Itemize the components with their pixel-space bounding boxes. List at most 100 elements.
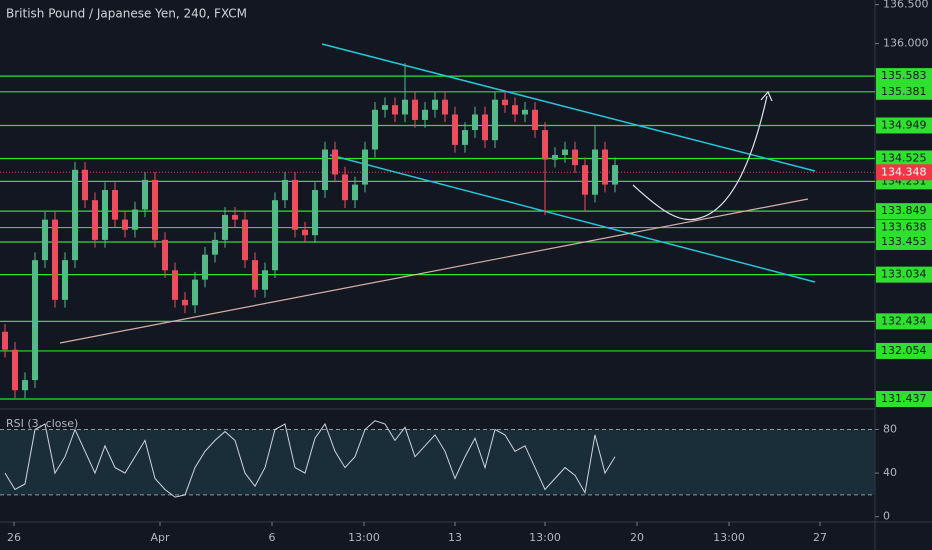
candle-body [52,219,58,300]
candle-body [152,179,158,240]
level-label-bg [876,313,932,330]
candle-body [132,209,138,230]
x-tick-label: 6 [269,531,276,544]
candle-body [452,114,458,145]
candle-body [2,331,8,350]
rsi-y-tick-label: 40 [883,466,897,479]
candle-body [252,260,258,290]
projection-curve [632,95,768,221]
candle-body [342,174,348,201]
levels [0,4,879,526]
trend-line [59,198,809,344]
candle-body [172,270,178,300]
x-tick-label: 13:00 [348,531,380,544]
drawings [59,43,816,344]
candle-body [572,149,578,166]
labels: 136.500 136.000 135.583 135.381 134.949 134.5… [7,0,932,544]
last-price-label: 134.348 [881,165,927,178]
candle-body [202,254,208,280]
level-label-bg [876,342,932,359]
rsi-pane [0,420,879,518]
level-label-bg [876,203,932,220]
candle-body [212,239,218,255]
candle-body [472,114,478,131]
x-tick-label: 27 [813,531,827,544]
x-tick-label: Apr [150,531,170,544]
last-price-bg [876,164,932,181]
level-label-bg [876,391,932,408]
candle-body [322,149,328,191]
candle-body [582,165,588,195]
level-label-bg [876,233,932,250]
candle-body [72,169,78,261]
candle-body [102,190,108,240]
level-label: 133.034 [881,268,927,281]
x-tick-label: 13 [448,531,462,544]
candle-body [62,260,68,300]
candle-body [22,380,28,391]
y-tick-label: 136.500 [883,0,929,11]
candle-body [312,190,318,236]
rsi-line [4,420,616,498]
candle-body [222,214,228,240]
candle-body [82,169,88,201]
candle-body [442,99,448,115]
x-tick-label: 13:00 [713,531,745,544]
candle-body [462,130,468,145]
candle-body [92,200,98,240]
level-label-bg [876,68,932,85]
candle-body [302,229,308,236]
candle-body [32,260,38,381]
candle-body [332,149,338,175]
projection-arrow [760,90,773,102]
candle-body [362,149,368,185]
level-label-bg [876,117,932,134]
candles [2,63,618,398]
trend-line [321,43,816,172]
candle-body [292,179,298,230]
candle-body [482,114,488,141]
level-label-bg [876,266,932,283]
x-tick-label: 20 [630,531,644,544]
candle-body [612,165,618,185]
candle-body [562,149,568,155]
x-tick-label: 13:00 [529,531,561,544]
candle-body [432,99,438,110]
candle-body [122,219,128,230]
candle-body [402,99,408,115]
candle-body [162,239,168,271]
level-label: 132.434 [881,314,927,327]
candle-body [232,214,238,220]
level-label: 135.583 [881,69,927,82]
candle-body [112,190,118,220]
y-tick-label: 136.000 [883,37,929,50]
level-label: 131.437 [881,392,927,405]
candle-body [422,109,428,120]
candle-body [262,270,268,290]
candle-body [192,279,198,306]
candle-body [412,99,418,120]
candle-body [512,105,518,115]
candle-body [142,179,148,210]
trend-line [329,154,816,283]
candle-body [522,109,528,115]
candle-body [502,99,508,106]
level-label: 133.638 [881,221,927,234]
rsi-band-fill [0,429,875,495]
rsi-y-tick-label: 0 [883,510,890,523]
level-label-bg [876,219,932,236]
level-label: 133.849 [881,204,927,217]
candle-body [552,154,558,160]
chart-title: British Pound / Japanese Yen, 240, FXCM [6,7,247,21]
candle-body [272,200,278,271]
candle-body [352,184,358,201]
candle-body [242,219,248,261]
rsi-label: RSI (3, close) [6,417,78,430]
level-label: 134.525 [881,151,927,164]
level-label-bg [876,83,932,100]
candle-body [12,349,18,391]
rsi-y-tick-label: 80 [883,422,897,435]
level-label: 132.054 [881,344,927,357]
level-label: 134.949 [881,118,927,131]
